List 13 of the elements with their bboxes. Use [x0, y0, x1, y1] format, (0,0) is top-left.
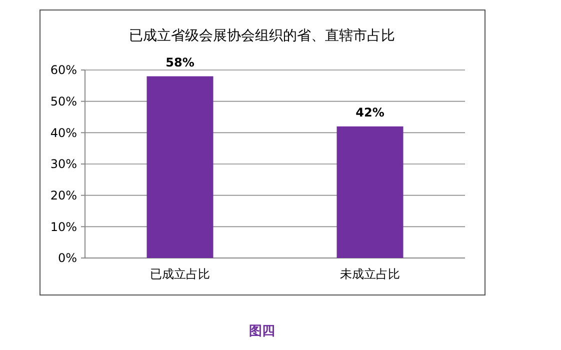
y-tick-label: 50% [50, 94, 77, 109]
x-tick-label: 未成立占比 [340, 267, 400, 281]
y-tick-label: 10% [50, 220, 77, 234]
y-tick-label: 40% [50, 126, 77, 140]
x-tick-label: 已成立占比 [150, 267, 210, 281]
chart-title: 已成立省级会展协会组织的省、直辖市占比 [129, 28, 395, 44]
y-tick-label: 20% [50, 188, 77, 203]
y-tick-label: 0% [58, 251, 77, 266]
data-label: 58% [166, 55, 194, 70]
y-tick-label: 30% [50, 157, 77, 172]
y-tick-label: 60% [50, 63, 77, 78]
data-label: 42% [356, 105, 384, 120]
text: 图四 [249, 324, 275, 339]
